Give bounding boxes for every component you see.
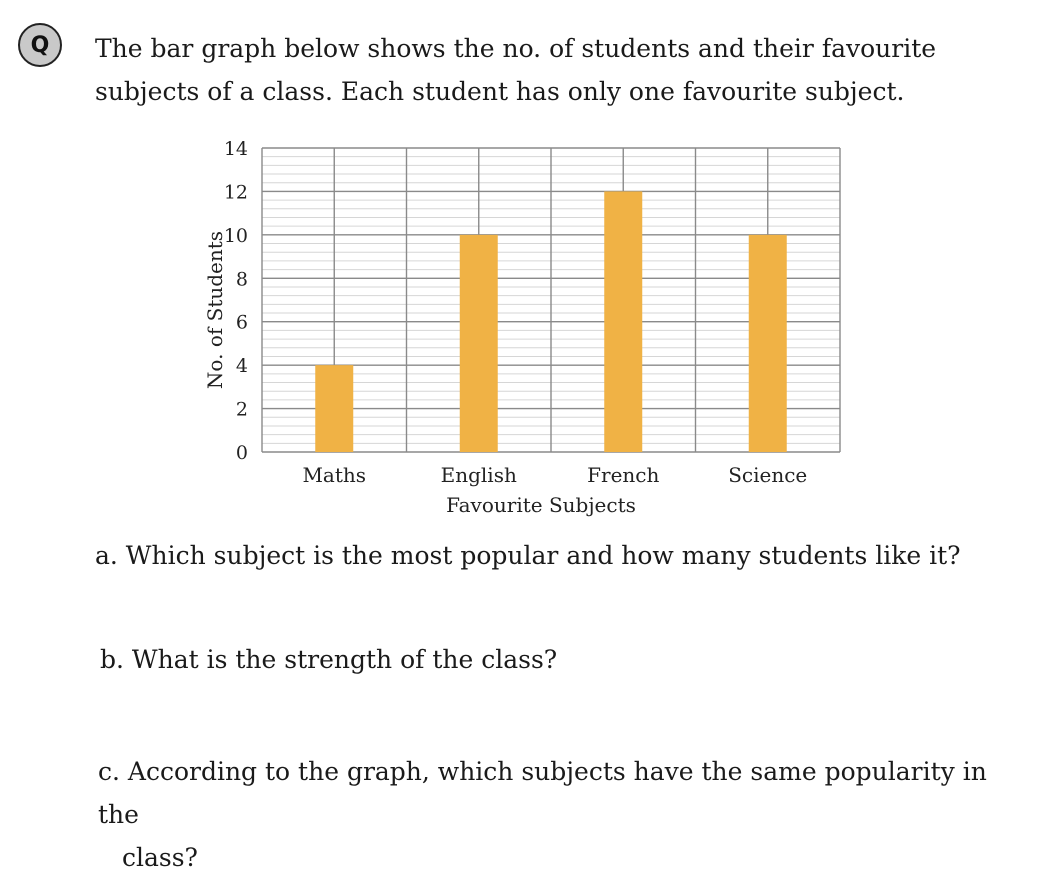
question-part-a: a. Which subject is the most popular and… [95, 541, 961, 570]
y-tick-label: 8 [236, 268, 248, 290]
x-tick-label: French [587, 463, 659, 487]
y-tick-label: 14 [224, 138, 248, 160]
x-axis-label: Favourite Subjects [446, 493, 636, 517]
y-tick-label: 6 [236, 312, 248, 334]
bar-french [604, 191, 643, 452]
question-badge: Q [18, 23, 62, 67]
y-tick-label: 12 [224, 181, 248, 203]
question-part-b: b. What is the strength of the class? [100, 645, 558, 674]
x-tick-label: Maths [302, 463, 366, 487]
x-tick-label: Science [728, 463, 807, 487]
bar-science [748, 234, 787, 452]
x-tick-label: English [441, 463, 517, 487]
y-axis-label: No. of Students [203, 231, 227, 389]
bar-english [459, 234, 498, 452]
question-part-c-line1: c. According to the graph, which subject… [98, 757, 987, 829]
y-tick-label: 0 [236, 442, 248, 464]
bar-chart: 0 2 4 6 8 10 12 14 Maths English French Science Favo… [203, 138, 841, 517]
y-tick-label: 2 [236, 399, 248, 421]
y-tick-label: 10 [224, 225, 248, 247]
bar-maths [315, 365, 354, 452]
question-text: The bar graph below shows the no. of stu… [95, 34, 937, 106]
question-part-c: c. According to the graph, which subject… [98, 750, 1028, 879]
y-tick-label: 4 [236, 355, 248, 377]
